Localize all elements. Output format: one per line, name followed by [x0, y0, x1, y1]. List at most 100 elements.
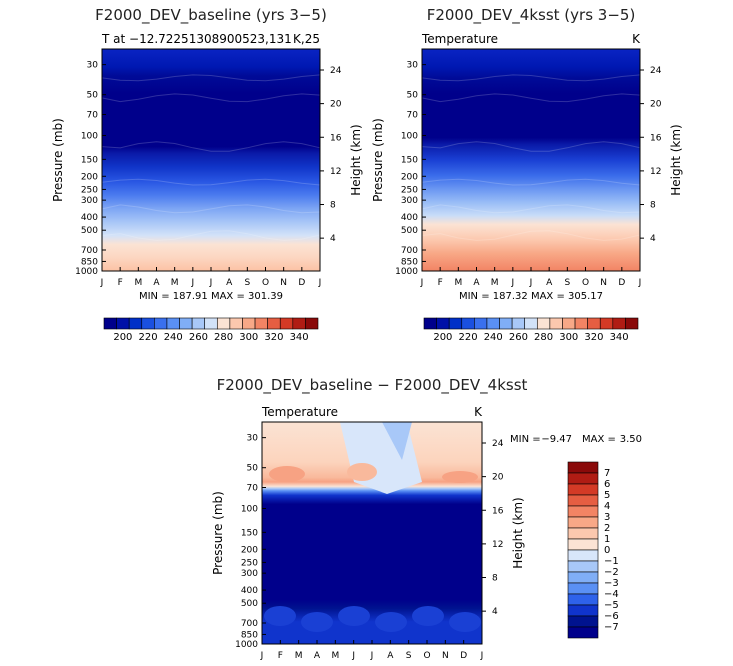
colorbar-swatch	[567, 626, 599, 639]
month-tick-label: J	[318, 278, 322, 288]
height-tick-label: 12	[330, 167, 341, 177]
month-tick-label: O	[423, 651, 430, 661]
colorbar-swatch	[567, 505, 599, 518]
contour-line	[101, 204, 321, 214]
colorbar-swatch	[567, 560, 599, 573]
colorbar-swatch	[587, 317, 601, 330]
pressure-tick-label: 50	[247, 464, 259, 474]
right-subtitle: K,25	[293, 32, 320, 46]
month-tick-label: D	[298, 278, 305, 288]
month-tick-label: J	[638, 278, 642, 288]
contour-line	[101, 178, 321, 186]
month-tick-label: J	[420, 278, 424, 288]
max-value: 3.50	[620, 434, 642, 445]
min-max-stats: MIN = 187.91 MAX = 301.39	[139, 291, 283, 302]
pressure-tick-label: 30	[247, 434, 259, 444]
month-tick-label: A	[473, 278, 480, 288]
contour-warm-spot	[347, 463, 377, 481]
contour-field	[102, 49, 320, 271]
colorbar-swatch	[229, 317, 243, 330]
height-tick-label: 24	[492, 439, 504, 449]
colorbar-swatch	[567, 604, 599, 617]
colorbar-swatch	[574, 317, 588, 330]
month-tick-label: J	[529, 278, 533, 288]
pressure-tick-label: 1000	[395, 267, 418, 277]
chart-title: F2000_DEV_baseline (yrs 3−5)	[95, 6, 327, 25]
height-tick-label: 24	[330, 66, 342, 76]
pressure-tick-label: 100	[241, 504, 258, 514]
month-tick-label: A	[153, 278, 160, 288]
month-tick-label: M	[295, 651, 303, 661]
panel-3: F2000_DEV_baseline − F2000_DEV_4ksst Temp…	[211, 376, 642, 661]
pressure-tick-label: 70	[407, 111, 419, 121]
colorbar-label: 240	[164, 332, 183, 343]
colorbar-swatch	[567, 472, 599, 485]
colorbar-label: 200	[433, 332, 452, 343]
contour-blob	[412, 606, 444, 626]
min-max-stats: MIN = 187.32 MAX = 305.17	[459, 291, 603, 302]
height-tick-label: 4	[650, 234, 656, 244]
pressure-tick-label: 250	[241, 558, 258, 568]
height-tick-label: 8	[330, 201, 336, 211]
pressure-tick-label: 100	[401, 131, 418, 141]
colorbar-swatch	[116, 317, 130, 330]
height-tick-label: 12	[650, 167, 661, 177]
month-tick-label: F	[118, 278, 123, 288]
pressure-tick-label: 700	[81, 246, 98, 256]
colorbar-swatch	[242, 317, 256, 330]
colorbar-swatch	[474, 317, 488, 330]
contour-line	[421, 74, 641, 82]
colorbar-swatch	[567, 582, 599, 595]
contour-line	[101, 74, 321, 82]
y2-axis-label: Height (km)	[511, 497, 525, 568]
contour-blob	[375, 612, 407, 632]
colorbar-label: −4	[604, 589, 619, 600]
contour-field	[422, 49, 640, 271]
contour-line	[101, 141, 321, 152]
month-tick-label: N	[280, 278, 287, 288]
left-subtitle: Temperature	[421, 32, 498, 46]
colorbar-swatch	[536, 317, 551, 330]
month-tick-label: M	[331, 651, 339, 661]
colorbar-swatch	[103, 317, 117, 330]
panel-1: F2000_DEV_baseline (yrs 3−5) T at −12.722…	[51, 6, 363, 343]
contour-warm-spot	[442, 471, 478, 483]
colorbar-label: 320	[264, 332, 283, 343]
colorbar-swatch	[154, 317, 168, 330]
colorbar-swatch	[612, 317, 626, 330]
colorbar-swatch	[567, 461, 599, 474]
colorbar-swatch	[511, 317, 526, 330]
chart-title: F2000_DEV_baseline − F2000_DEV_4ksst	[217, 376, 528, 395]
month-tick-label: N	[600, 278, 607, 288]
height-tick-label: 16	[492, 506, 504, 516]
colorbar-swatch	[567, 593, 599, 606]
colorbar-swatch	[486, 317, 500, 330]
colorbar-swatch	[423, 317, 437, 330]
colorbar-label: 280	[214, 332, 233, 343]
min-value: −9.47	[541, 434, 572, 445]
colorbar-label: −5	[604, 600, 619, 611]
colorbar-swatch	[166, 317, 180, 330]
colorbar-swatch	[567, 516, 599, 529]
pressure-tick-label: 70	[247, 484, 259, 494]
right-subtitle: K	[474, 405, 483, 419]
pressure-tick-label: 150	[401, 155, 418, 165]
month-tick-label: J	[260, 651, 264, 661]
month-tick-label: F	[278, 651, 283, 661]
pressure-tick-label: 850	[401, 257, 418, 267]
colorbar-swatch	[567, 538, 599, 551]
month-tick-label: F	[438, 278, 443, 288]
pressure-tick-label: 200	[241, 545, 258, 555]
colorbar-label: 220	[459, 332, 478, 343]
pressure-tick-label: 300	[241, 569, 258, 579]
pressure-tick-label: 30	[407, 61, 419, 71]
month-tick-label: J	[511, 278, 515, 288]
panel-2: F2000_DEV_4ksst (yrs 3−5) Temperature K 30 5…	[371, 6, 683, 343]
pressure-tick-label: 400	[401, 213, 418, 223]
pressure-tick-label: 300	[81, 196, 98, 206]
colorbar-label: 340	[610, 332, 629, 343]
colorbar-swatch	[499, 317, 513, 330]
pressure-tick-label: 500	[81, 226, 98, 236]
height-tick-label: 16	[330, 133, 342, 143]
month-tick-label: S	[564, 278, 570, 288]
